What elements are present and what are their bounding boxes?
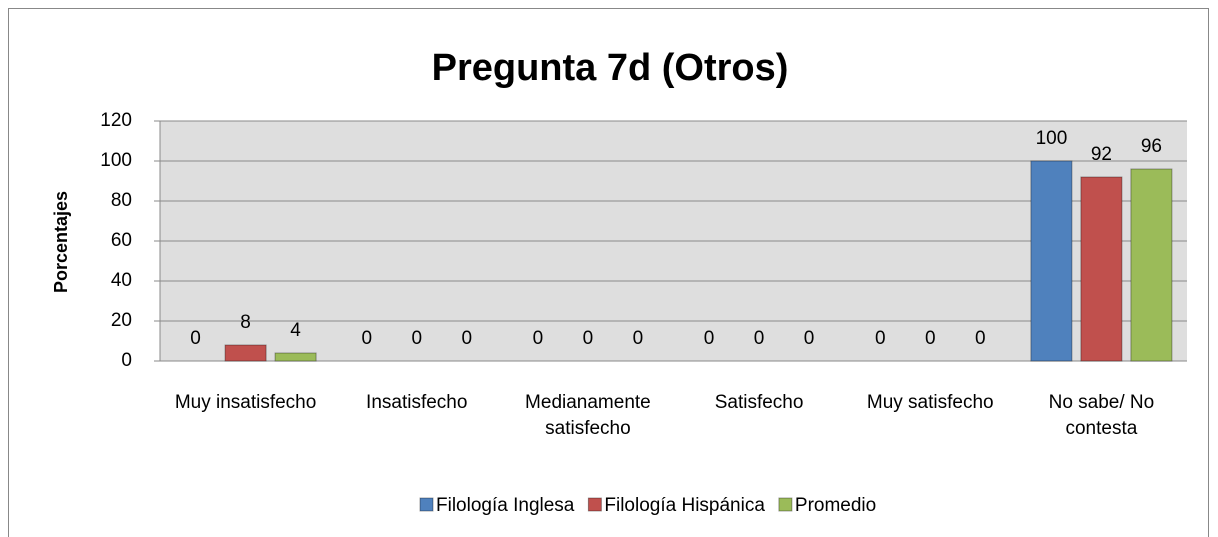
data-label: 0: [190, 328, 201, 349]
y-tick-label: 100: [100, 150, 132, 171]
bar: [1030, 160, 1073, 362]
x-tick-label: Muy insatisfecho: [174, 392, 317, 413]
legend-swatch: [778, 497, 793, 512]
x-tick-label: Satisfecho: [714, 392, 804, 413]
legend-label: Filología Hispánica: [604, 495, 765, 516]
x-tick-label: Muy satisfecho: [866, 392, 994, 413]
chart-title: Pregunta 7d (Otros): [432, 47, 789, 89]
data-label: 0: [754, 328, 765, 349]
legend-label: Filología Inglesa: [436, 495, 575, 516]
y-tick-label: 60: [111, 230, 132, 251]
data-label: 96: [1141, 136, 1162, 157]
legend-label: Promedio: [795, 495, 876, 516]
bar: [224, 344, 267, 362]
data-label: 0: [925, 328, 936, 349]
data-label: 0: [461, 328, 472, 349]
data-label: 92: [1091, 144, 1112, 165]
y-tick-label: 80: [111, 190, 132, 211]
bar: [274, 352, 317, 362]
x-tick-label: Medianamente satisfecho: [525, 392, 651, 439]
y-tick-label: 120: [100, 110, 132, 131]
x-tick-label: No sabe/ No contesta: [1048, 392, 1155, 439]
y-tick-label: 0: [121, 350, 132, 371]
bar: [1080, 176, 1123, 362]
data-label: 0: [411, 328, 422, 349]
data-label: 0: [875, 328, 886, 349]
y-tick-label: 20: [111, 310, 132, 331]
data-label: 0: [583, 328, 594, 349]
y-tick-label: 40: [111, 270, 132, 291]
y-axis-label: Porcentajes: [51, 191, 71, 293]
data-label: 0: [975, 328, 986, 349]
data-label: 0: [533, 328, 544, 349]
bar: [1130, 168, 1173, 362]
data-label: 100: [1036, 128, 1068, 149]
x-tick-label: Insatisfecho: [366, 392, 468, 413]
data-label: 0: [633, 328, 644, 349]
legend-swatch: [587, 497, 602, 512]
data-label: 0: [704, 328, 715, 349]
legend-swatch: [419, 497, 434, 512]
data-label: 0: [804, 328, 815, 349]
data-label: 4: [290, 320, 301, 341]
data-label: 8: [240, 312, 251, 333]
data-label: 0: [361, 328, 372, 349]
